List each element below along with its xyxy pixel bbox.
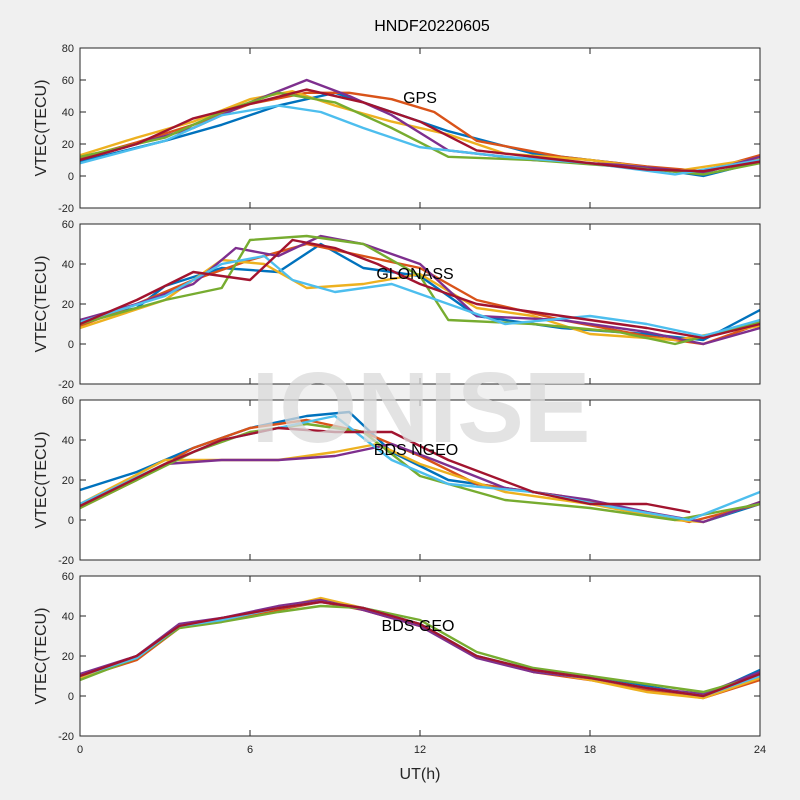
panel-label: GPS [403, 90, 437, 107]
plot-area [80, 224, 760, 384]
y-tick-label: 0 [68, 691, 74, 703]
series-line-4 [80, 604, 760, 694]
series-line-6 [80, 426, 691, 514]
x-tick-label: 24 [754, 744, 766, 756]
plot-area [80, 576, 760, 736]
y-tick-label: 20 [62, 299, 74, 311]
y-tick-label: 40 [62, 259, 74, 271]
panel-label: BDS NGEO [374, 442, 458, 459]
y-tick-label: -20 [58, 379, 74, 391]
x-tick-label: 0 [77, 744, 83, 756]
panel-label: BDS GEO [382, 618, 455, 635]
y-tick-label: 0 [68, 515, 74, 527]
series-group [80, 234, 760, 346]
series-group [80, 78, 760, 178]
y-tick-label: 20 [62, 651, 74, 663]
series-line-5 [80, 254, 760, 338]
series-group [80, 410, 760, 524]
series-line-6 [80, 88, 760, 173]
y-tick-label: -20 [58, 203, 74, 215]
panel-label: GLONASS [376, 266, 453, 283]
series-line-6 [80, 600, 760, 698]
series-line-6 [80, 238, 760, 340]
y-tick-label: 0 [68, 171, 74, 183]
series-group [80, 596, 760, 700]
x-axis-label: UT(h) [400, 766, 441, 783]
figure-title: HNDF20220605 [374, 18, 490, 35]
y-tick-label: 60 [62, 395, 74, 407]
y-axis-label: VTEC(TECU) [33, 80, 50, 177]
y-tick-label: 60 [62, 571, 74, 583]
y-axis-label: VTEC(TECU) [33, 432, 50, 529]
y-axis-label: VTEC(TECU) [33, 608, 50, 705]
y-tick-label: 20 [62, 475, 74, 487]
y-axis-label: VTEC(TECU) [33, 256, 50, 353]
y-tick-label: -20 [58, 731, 74, 743]
plot-area [80, 400, 760, 560]
y-tick-label: 40 [62, 435, 74, 447]
y-tick-label: 0 [68, 339, 74, 351]
y-tick-label: 60 [62, 75, 74, 87]
x-tick-label: 18 [584, 744, 596, 756]
panel-0: -20 0 20 40 60 80 VTEC(TECU) GPS [33, 43, 761, 215]
y-tick-label: 40 [62, 611, 74, 623]
panel-2: -20 0 20 40 60 VTEC(TECU) BDS NGEO [33, 395, 761, 567]
y-tick-label: 20 [62, 139, 74, 151]
y-tick-label: 40 [62, 107, 74, 119]
y-tick-label: -20 [58, 555, 74, 567]
watermark: IONISE [252, 352, 591, 464]
series-line-2 [80, 89, 760, 173]
x-tick-label: 12 [414, 744, 426, 756]
panel-1: -20 0 20 40 60 VTEC(TECU) GLONASS [33, 219, 761, 391]
y-tick-label: 80 [62, 43, 74, 55]
y-tick-label: 60 [62, 219, 74, 231]
x-tick-label: 6 [247, 744, 253, 756]
series-line-4 [80, 234, 760, 346]
